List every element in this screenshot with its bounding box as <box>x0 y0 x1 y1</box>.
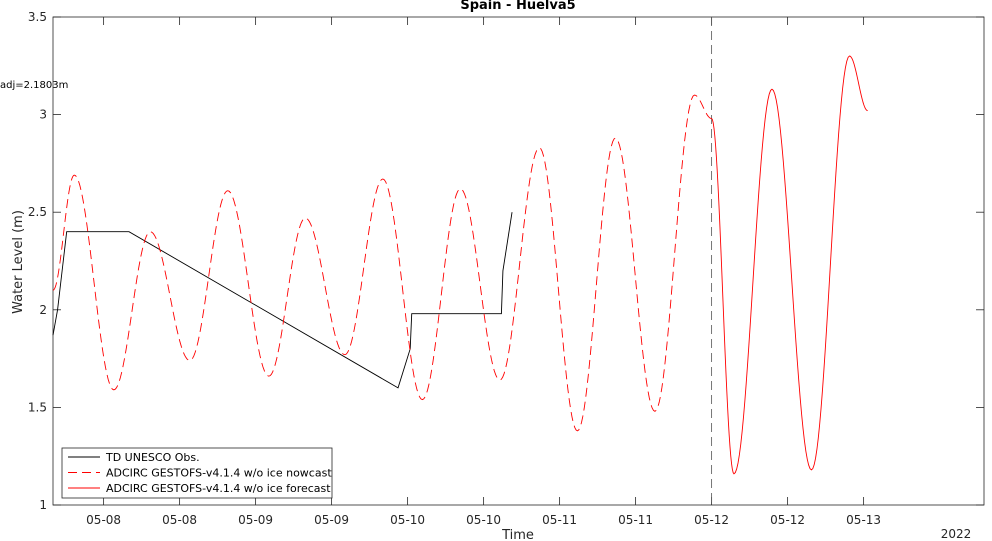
legend-box <box>61 447 333 499</box>
x-tick-label: 05-10 <box>466 513 501 527</box>
x-tick-label: 05-13 <box>846 513 881 527</box>
legend-entry: ADCIRC GESTOFS-v4.1.4 w/o ice forecast <box>106 482 331 495</box>
y-tick-label: 1 <box>39 498 47 512</box>
x-tick-label: 05-09 <box>238 513 273 527</box>
x-tick-label: 05-10 <box>390 513 425 527</box>
y-tick-label: 2.5 <box>28 205 47 219</box>
y-tick-label: 2 <box>39 303 47 317</box>
y-axis-label: Water Level (m) <box>11 210 26 314</box>
legend: TD UNESCO Obs. ADCIRC GESTOFS-v4.1.4 w/o … <box>61 447 333 499</box>
x-tick-label: 05-08 <box>162 513 197 527</box>
x-axis-label: Time <box>501 528 534 541</box>
y-tick-label: 1.5 <box>28 400 47 414</box>
series-line-2 <box>711 55 868 475</box>
adjustment-annotation: adj=2.1803m <box>0 80 68 91</box>
legend-entry: TD UNESCO Obs. <box>105 451 200 464</box>
series-line-1 <box>52 94 712 432</box>
x-year-label: 2022 <box>941 527 972 541</box>
chart-title: Spain - Huelva5 <box>460 0 575 13</box>
x-tick-label: 05-12 <box>694 513 729 527</box>
legend-entry: ADCIRC GESTOFS-v4.1.4 w/o ice nowcast <box>106 467 332 480</box>
series-line-0 <box>52 212 513 389</box>
x-tick-label: 05-08 <box>86 513 121 527</box>
plot-area <box>52 16 985 506</box>
y-tick-label: 3.5 <box>28 10 47 24</box>
x-tick-label: 05-12 <box>770 513 805 527</box>
x-tick-label: 05-11 <box>542 513 577 527</box>
x-tick-label: 05-09 <box>314 513 349 527</box>
x-tick-label: 05-11 <box>618 513 653 527</box>
y-tick-label: 3 <box>39 108 47 122</box>
